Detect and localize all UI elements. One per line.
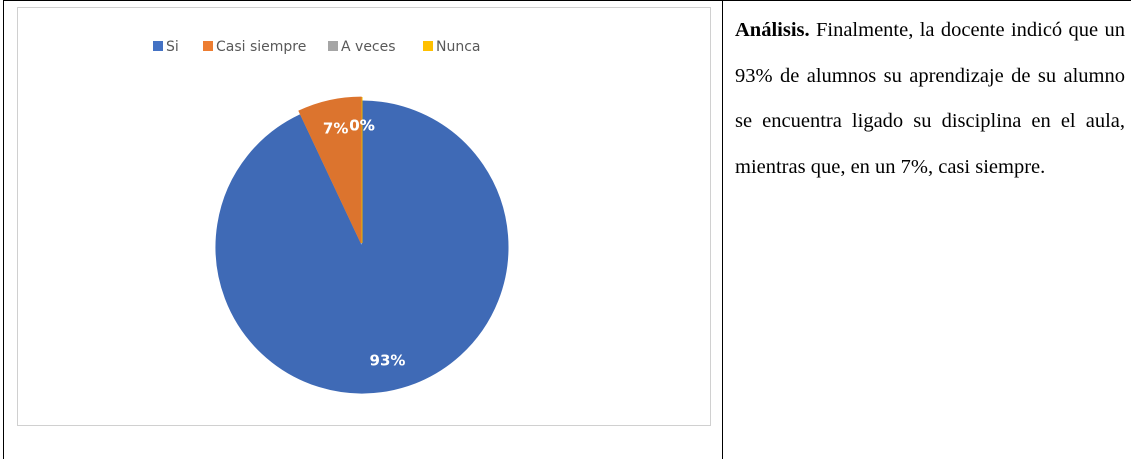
pie-slice — [215, 100, 509, 394]
data-label: 0% — [349, 117, 374, 135]
legend-label: A veces — [341, 39, 396, 55]
table-border — [722, 0, 723, 459]
legend-swatch — [328, 41, 338, 51]
analysis-paragraph: Análisis. Finalmente, la docente indicó … — [735, 8, 1125, 190]
data-label: 7% — [323, 120, 348, 138]
legend-label: Casi siempre — [216, 39, 306, 55]
chart-frame — [17, 7, 711, 426]
analysis-heading: Análisis. — [735, 19, 810, 41]
legend-swatch — [203, 41, 213, 51]
chart: 93%7% 0%0%Si Casi siempre A veces Nunca — [153, 39, 509, 394]
legend-swatch — [153, 41, 163, 51]
legend-label: Nunca — [436, 39, 481, 55]
legend-swatch — [423, 41, 433, 51]
table-border — [3, 0, 4, 459]
analysis-text: Finalmente, la docente indicó que un 93%… — [735, 19, 1125, 178]
legend-label: Si — [166, 39, 179, 55]
pie-slice — [298, 96, 362, 244]
data-label: 93% — [370, 351, 406, 369]
table-border — [3, 0, 1131, 1]
